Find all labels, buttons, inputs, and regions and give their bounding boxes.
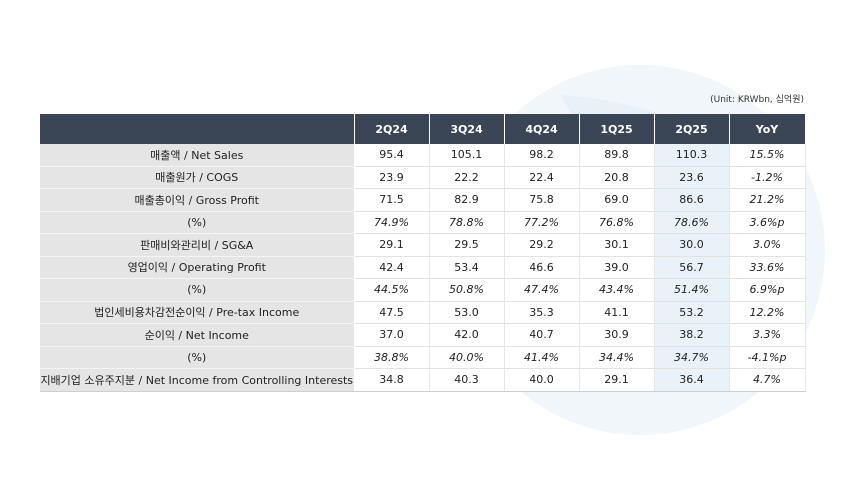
value-cell: 56.7 xyxy=(654,256,730,279)
value-cell: 44.5% xyxy=(354,278,430,302)
value-cell: 42.0 xyxy=(429,323,505,347)
value-cell: 23.6 xyxy=(654,166,730,189)
table-row: 매출액 / Net Sales 95.4 105.1 98.2 89.8 110.3 15.… xyxy=(40,144,806,167)
value-cell: 22.2 xyxy=(429,166,505,189)
value-cell: 30.9 xyxy=(579,323,655,347)
value-cell: 47.5 xyxy=(354,301,430,324)
value-cell: 41.1 xyxy=(579,301,655,324)
value-cell: 38.2 xyxy=(654,323,730,347)
header-2q25: 2Q25 xyxy=(654,114,730,144)
value-cell: 105.1 xyxy=(429,144,505,167)
value-cell: 36.4 xyxy=(654,368,730,392)
header-label-cell xyxy=(40,114,355,144)
yoy-cell: 4.7% xyxy=(729,368,806,392)
value-cell: 86.6 xyxy=(654,188,730,212)
value-cell: 47.4% xyxy=(504,278,580,302)
value-cell: 78.6% xyxy=(654,211,730,234)
table-row: 지배기업 소유주지분 / Net Income from Controlling… xyxy=(40,368,806,392)
value-cell: 98.2 xyxy=(504,144,580,167)
value-cell: 22.4 xyxy=(504,166,580,189)
yoy-cell: 21.2% xyxy=(729,188,806,212)
table-row: (%) 38.8% 40.0% 41.4% 34.4% 34.7% -4.1%p xyxy=(40,346,806,369)
header-4q24: 4Q24 xyxy=(504,114,580,144)
header-1q25: 1Q25 xyxy=(579,114,655,144)
row-label: 법인세비용차감전순이익 / Pre-tax Income xyxy=(40,301,355,324)
value-cell: 77.2% xyxy=(504,211,580,234)
header-yoy: YoY xyxy=(729,114,806,144)
value-cell: 78.8% xyxy=(429,211,505,234)
value-cell: 29.5 xyxy=(429,233,505,257)
row-label: (%) xyxy=(40,278,355,302)
yoy-cell: 12.2% xyxy=(729,301,806,324)
value-cell: 74.9% xyxy=(354,211,430,234)
table-row: (%) 44.5% 50.8% 47.4% 43.4% 51.4% 6.9%p xyxy=(40,278,806,302)
row-label: (%) xyxy=(40,346,355,369)
value-cell: 40.0% xyxy=(429,346,505,369)
value-cell: 51.4% xyxy=(654,278,730,302)
value-cell: 76.8% xyxy=(579,211,655,234)
value-cell: 42.4 xyxy=(354,256,430,279)
value-cell: 30.1 xyxy=(579,233,655,257)
value-cell: 20.8 xyxy=(579,166,655,189)
yoy-cell: -1.2% xyxy=(729,166,806,189)
value-cell: 34.8 xyxy=(354,368,430,392)
row-label: 지배기업 소유주지분 / Net Income from Controlling… xyxy=(40,368,355,392)
value-cell: 71.5 xyxy=(354,188,430,212)
row-label: 매출원가 / COGS xyxy=(40,166,355,189)
value-cell: 75.8 xyxy=(504,188,580,212)
value-cell: 40.0 xyxy=(504,368,580,392)
value-cell: 40.7 xyxy=(504,323,580,347)
yoy-cell: 33.6% xyxy=(729,256,806,279)
value-cell: 23.9 xyxy=(354,166,430,189)
row-label: 순이익 / Net Income xyxy=(40,323,355,347)
value-cell: 43.4% xyxy=(579,278,655,302)
value-cell: 34.7% xyxy=(654,346,730,369)
yoy-cell: 3.0% xyxy=(729,233,806,257)
value-cell: 40.3 xyxy=(429,368,505,392)
row-label: 판매비와관리비 / SG&A xyxy=(40,233,355,257)
yoy-cell: -4.1%p xyxy=(729,346,806,369)
value-cell: 29.2 xyxy=(504,233,580,257)
value-cell: 29.1 xyxy=(354,233,430,257)
table-row: 순이익 / Net Income 37.0 42.0 40.7 30.9 38.2 3.3% xyxy=(40,323,806,347)
value-cell: 53.4 xyxy=(429,256,505,279)
value-cell: 53.2 xyxy=(654,301,730,324)
table-header-row: 2Q24 3Q24 4Q24 1Q25 2Q25 YoY xyxy=(40,114,806,144)
value-cell: 30.0 xyxy=(654,233,730,257)
value-cell: 29.1 xyxy=(579,368,655,392)
row-label: 영업이익 / Operating Profit xyxy=(40,256,355,279)
yoy-cell: 3.6%p xyxy=(729,211,806,234)
value-cell: 82.9 xyxy=(429,188,505,212)
value-cell: 35.3 xyxy=(504,301,580,324)
yoy-cell: 6.9%p xyxy=(729,278,806,302)
table-row: 판매비와관리비 / SG&A 29.1 29.5 29.2 30.1 30.0 3.0% xyxy=(40,233,806,257)
value-cell: 50.8% xyxy=(429,278,505,302)
table-row: 매출원가 / COGS 23.9 22.2 22.4 20.8 23.6 -1.2% xyxy=(40,166,806,189)
value-cell: 53.0 xyxy=(429,301,505,324)
value-cell: 46.6 xyxy=(504,256,580,279)
value-cell: 69.0 xyxy=(579,188,655,212)
value-cell: 95.4 xyxy=(354,144,430,167)
yoy-cell: 15.5% xyxy=(729,144,806,167)
unit-note: (Unit: KRWbn, 십억원) xyxy=(710,95,804,105)
yoy-cell: 3.3% xyxy=(729,323,806,347)
header-2q24: 2Q24 xyxy=(354,114,430,144)
value-cell: 39.0 xyxy=(579,256,655,279)
value-cell: 89.8 xyxy=(579,144,655,167)
value-cell: 110.3 xyxy=(654,144,730,167)
row-label: 매출액 / Net Sales xyxy=(40,144,355,167)
value-cell: 34.4% xyxy=(579,346,655,369)
table-row: (%) 74.9% 78.8% 77.2% 76.8% 78.6% 3.6%p xyxy=(40,211,806,234)
row-label: 매출총이익 / Gross Profit xyxy=(40,188,355,212)
value-cell: 38.8% xyxy=(354,346,430,369)
header-3q24: 3Q24 xyxy=(429,114,505,144)
table-row: 법인세비용차감전순이익 / Pre-tax Income 47.5 53.0 35.3… xyxy=(40,301,806,324)
table-row: 영업이익 / Operating Profit 42.4 53.4 46.6 39.0 5… xyxy=(40,256,806,279)
financial-summary-table: 2Q24 3Q24 4Q24 1Q25 2Q25 YoY 매출액 / Net S… xyxy=(40,114,806,392)
value-cell: 37.0 xyxy=(354,323,430,347)
row-label: (%) xyxy=(40,211,355,234)
value-cell: 41.4% xyxy=(504,346,580,369)
table-row: 매출총이익 / Gross Profit 71.5 82.9 75.8 69.0 86.6… xyxy=(40,188,806,212)
